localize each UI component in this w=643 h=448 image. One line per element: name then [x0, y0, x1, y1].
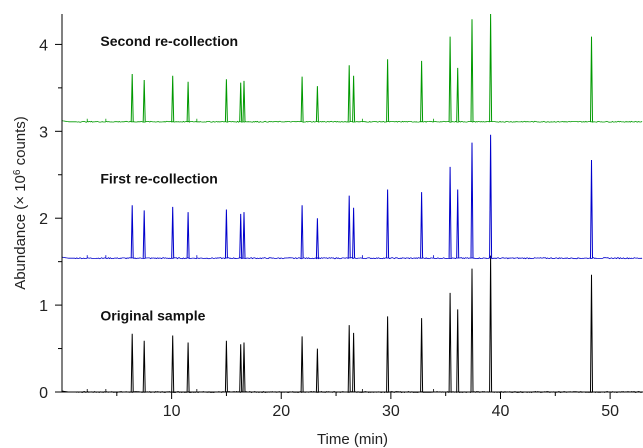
peak: [239, 213, 243, 259]
peak: [386, 189, 390, 259]
peak: [448, 292, 452, 393]
peak: [489, 13, 493, 122]
axes: [61, 14, 643, 393]
y-tick-label: 2: [39, 211, 48, 228]
peak: [352, 332, 356, 393]
x-axis-title: Time (min): [317, 431, 388, 448]
peak: [352, 207, 356, 259]
trace-label: Second re-collection: [100, 33, 238, 49]
peak: [242, 212, 246, 259]
peak: [300, 205, 304, 259]
baseline-trace: [61, 120, 643, 123]
x-tick-label: 50: [601, 403, 619, 420]
peak: [470, 268, 474, 393]
peak: [420, 192, 424, 259]
traces: [61, 13, 643, 393]
peak: [300, 336, 304, 393]
y-axis-title-exponent: 6: [12, 169, 23, 175]
peak: [186, 212, 190, 259]
peak: [456, 189, 460, 259]
y-axis-title-prefix: Abundance (× 10: [12, 175, 29, 290]
peak: [224, 79, 228, 122]
peak: [224, 209, 228, 259]
peak: [239, 344, 243, 393]
peak: [186, 81, 190, 122]
peak: [456, 67, 460, 122]
x-tick-label: 10: [163, 403, 181, 420]
x-tick-label: 30: [382, 403, 400, 420]
series-second-re-collection: [61, 13, 643, 123]
peak: [239, 82, 243, 122]
peak: [470, 19, 474, 122]
peak: [590, 159, 593, 259]
y-tick-label: 3: [39, 124, 48, 141]
peak: [352, 75, 356, 122]
peak: [448, 36, 452, 122]
x-tick-label: 40: [492, 403, 510, 420]
peak: [590, 274, 593, 393]
peak: [386, 316, 390, 393]
peak: [186, 342, 190, 393]
peak: [142, 210, 146, 259]
peak: [224, 340, 228, 393]
peak: [420, 60, 424, 122]
peak: [489, 255, 493, 393]
x-tick-label: 20: [272, 403, 290, 420]
peak: [420, 318, 424, 393]
peak: [315, 218, 319, 259]
y-tick-label: 1: [39, 298, 48, 315]
peak: [171, 335, 175, 393]
peak: [347, 325, 351, 393]
peak: [130, 73, 134, 122]
peak: [171, 75, 175, 122]
peak: [142, 340, 146, 393]
y-axis-title: Abundance (× 106 counts): [12, 116, 30, 290]
peak: [142, 79, 146, 122]
peak: [590, 36, 593, 122]
peak: [448, 166, 452, 259]
y-tick-label: 4: [39, 37, 48, 54]
series-first-re-collection: [61, 134, 643, 260]
peak: [386, 59, 390, 122]
peak: [347, 195, 351, 259]
ticks: 10 20 30 40 50 0 1 2 3 4: [39, 37, 619, 420]
peak: [347, 65, 351, 122]
baseline-trace: [61, 256, 643, 260]
peak: [242, 342, 246, 393]
peak: [489, 134, 493, 259]
peak: [315, 86, 319, 122]
trace-label: First re-collection: [100, 170, 217, 186]
peak: [242, 80, 246, 122]
peak: [456, 309, 460, 393]
peak: [300, 76, 304, 122]
peak: [315, 348, 319, 393]
peak: [470, 142, 474, 259]
y-axis-title-suffix: counts): [12, 116, 29, 169]
y-tick-label: 0: [39, 385, 48, 402]
peak: [130, 205, 134, 259]
trace-label: Original sample: [100, 308, 205, 324]
peak: [130, 333, 134, 393]
series-original-sample: [61, 255, 643, 393]
peak: [171, 206, 175, 259]
trace-labels: Second re-collection First re-collection O…: [100, 33, 238, 324]
